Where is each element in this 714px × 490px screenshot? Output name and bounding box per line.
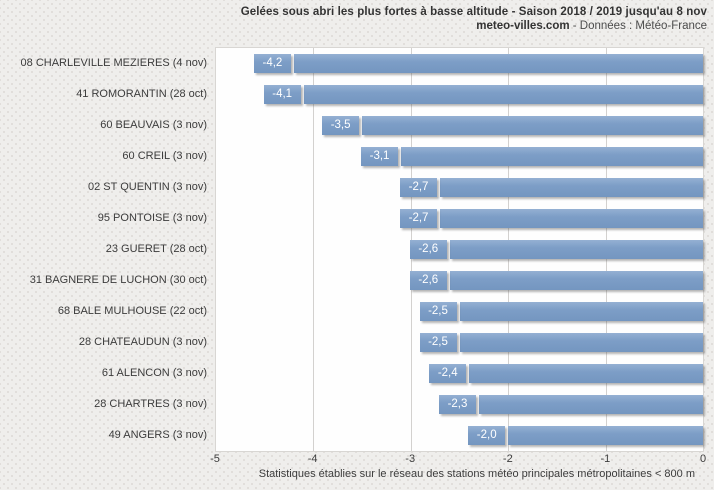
temperature-bar: [449, 271, 703, 290]
category-label: 68 BALE MULHOUSE (22 oct): [57, 305, 207, 317]
value-label: -2,0: [468, 426, 506, 445]
plot-area: -4,2 -4,1 -3,5 -3,1 -2,7 -2,7 -2,6 -2,6 -2,5 -2,5…: [215, 47, 704, 452]
x-tick-label: -3: [405, 453, 416, 465]
bar-row: -2,5: [216, 327, 703, 358]
x-tick-label: -5: [210, 453, 220, 465]
temperature-bar: [449, 240, 703, 259]
temperature-bar: [459, 333, 703, 352]
value-label: -2,7: [400, 178, 438, 197]
category-label: 31 BAGNERE DE LUCHON (30 oct): [29, 274, 207, 286]
bar-row: -2,7: [216, 172, 703, 203]
x-tick-label: -1: [600, 453, 611, 465]
temperature-bar: [401, 147, 703, 166]
temperature-bar: [293, 54, 703, 73]
bar-row: -2,3: [216, 389, 703, 420]
value-label: -2,5: [419, 333, 457, 352]
value-label: -4,2: [253, 54, 291, 73]
value-label: -3,5: [322, 116, 360, 135]
value-label: -4,1: [263, 85, 301, 104]
bar-row: -2,7: [216, 203, 703, 234]
value-label: -2,3: [438, 395, 476, 414]
value-label: -3,1: [361, 147, 399, 166]
bar-row: -4,2: [216, 48, 703, 79]
category-label: 28 CHARTRES (3 nov): [94, 398, 207, 410]
x-tick-label: 0: [699, 453, 707, 465]
temperature-bar: [440, 178, 703, 197]
category-label: 41 ROMORANTIN (28 oct): [76, 88, 207, 100]
temperature-bar: [508, 426, 703, 445]
category-label: 95 PONTOISE (3 nov): [97, 212, 207, 224]
bar-row: -2,6: [216, 265, 703, 296]
category-axis-labels: 08 CHARLEVILLE MEZIERES (4 nov) 41 ROMORA…: [0, 48, 207, 451]
x-tick-label: -4: [307, 453, 318, 465]
source-site-label: meteo-villes.com: [476, 20, 570, 33]
temperature-bar: [459, 302, 703, 321]
bar-row: -3,1: [216, 141, 703, 172]
category-label: 28 CHATEAUDUN (3 nov): [78, 336, 207, 348]
value-label: -2,5: [419, 302, 457, 321]
temperature-bar: [478, 395, 703, 414]
footer-note: Statistiques établies sur le réseau des …: [258, 468, 695, 480]
category-label: 60 CREIL (3 nov): [122, 150, 207, 162]
bar-row: -2,4: [216, 358, 703, 389]
chart-title: Gelées sous abri les plus fortes à basse…: [240, 6, 707, 18]
category-label: 08 CHARLEVILLE MEZIERES (4 nov): [20, 57, 207, 69]
value-label: -2,6: [409, 271, 447, 290]
category-label: 02 ST QUENTIN (3 nov): [88, 181, 207, 193]
chart-subtitle: meteo-villes.com - Données : Météo-Franc…: [0, 19, 707, 33]
category-label: 49 ANGERS (3 nov): [108, 429, 207, 441]
value-label: -2,7: [400, 209, 438, 228]
bar-row: -2,0: [216, 420, 703, 451]
value-label: -2,4: [429, 364, 467, 383]
bar-row: -2,6: [216, 234, 703, 265]
bar-row: -4,1: [216, 79, 703, 110]
bar-row: -2,5: [216, 296, 703, 327]
chart-title-block: Gelées sous abri les plus fortes à basse…: [0, 5, 707, 34]
temperature-bar: [362, 116, 703, 135]
category-label: 61 ALENCON (3 nov): [101, 367, 207, 379]
temperature-bar: [469, 364, 703, 383]
source-credit-label: - Données : Météo-France: [569, 20, 707, 33]
temperature-bar: [303, 85, 703, 104]
x-tick-label: -2: [502, 453, 513, 465]
value-label: -2,6: [409, 240, 447, 259]
category-label: 60 BEAUVAIS (3 nov): [100, 119, 207, 131]
gridline: [313, 48, 315, 451]
x-axis-labels: -5 -4 -3 -2 -1 0: [210, 453, 707, 467]
category-label: 23 GUERET (28 oct): [105, 243, 207, 255]
temperature-bar: [440, 209, 703, 228]
bar-row: -3,5: [216, 110, 703, 141]
